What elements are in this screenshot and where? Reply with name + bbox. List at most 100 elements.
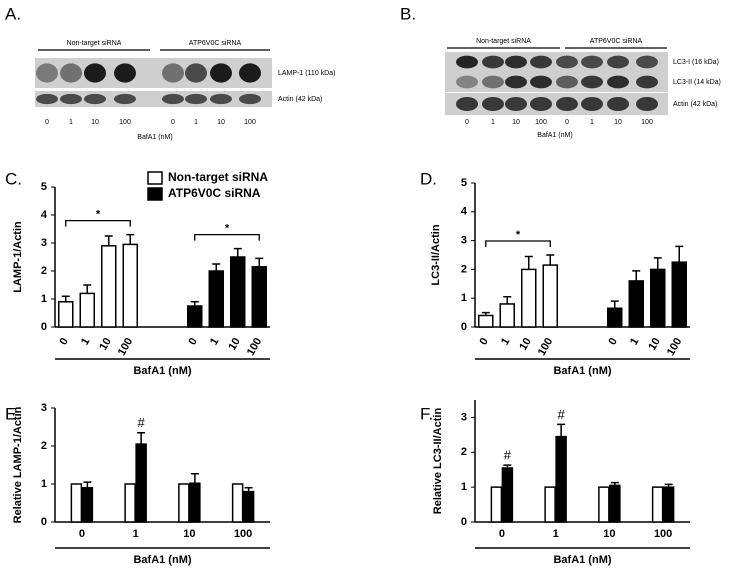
band (60, 63, 82, 83)
error-bar (61, 295, 70, 302)
band (36, 63, 58, 83)
bar (662, 486, 675, 523)
group-label: Non-target siRNA (476, 38, 531, 45)
band (581, 96, 603, 112)
y-tick-label: 2 (41, 265, 47, 277)
x-tick-label: 1 (133, 528, 139, 540)
lane-label: 0 (45, 119, 49, 126)
lane-label: 100 (535, 119, 547, 126)
bar (671, 261, 687, 328)
y-tick-label: 1 (461, 292, 467, 304)
band (185, 63, 207, 83)
band (556, 96, 578, 112)
lane-label: 100 (641, 119, 653, 126)
band (530, 96, 552, 112)
band-label: LAMP-1 (110 kDa) (278, 70, 335, 77)
y-axis-label: LC3-II/Actin (430, 224, 442, 285)
error-bar (524, 255, 533, 270)
lane-label: 0 (171, 119, 175, 126)
band (607, 55, 629, 69)
x-axis-label: BafA1 (nM) (133, 365, 191, 377)
annotation: * (516, 229, 521, 241)
bar (81, 487, 94, 523)
legend-swatch (147, 171, 163, 185)
bar (544, 486, 556, 523)
lane-label: 0 (465, 119, 469, 126)
x-tick-label: 100 (245, 336, 265, 358)
lane-label: 1 (491, 119, 495, 126)
band (114, 93, 136, 105)
error-bar (632, 270, 641, 281)
y-tick-label: 1 (461, 481, 467, 493)
bar (607, 307, 623, 328)
x-tick-label: 10 (97, 336, 114, 353)
band (607, 96, 629, 112)
lane-label: 1 (69, 119, 73, 126)
band (456, 75, 478, 89)
error-bar (190, 472, 199, 484)
significance-bracket (65, 219, 131, 227)
y-tick-label: 0 (41, 321, 47, 333)
annotation: * (96, 209, 101, 221)
x-tick-label: 10 (183, 528, 195, 540)
band (239, 63, 261, 83)
bar (490, 486, 503, 523)
bar (101, 245, 117, 328)
y-axis-label: Relative LAMP-1/Actin (12, 406, 24, 523)
lane-label: 10 (614, 119, 622, 126)
bar (628, 280, 644, 328)
annotation: # (138, 415, 146, 430)
band-label: Actin (42 kDa) (673, 101, 717, 108)
x-tick-label: 10 (603, 528, 615, 540)
y-tick-label: 3 (461, 411, 467, 423)
x-tick-label: 1 (628, 336, 641, 347)
band (607, 75, 629, 89)
error-bar (503, 296, 512, 304)
band-label: LC3-I (16 kDa) (673, 59, 719, 66)
y-tick-label: 3 (41, 237, 47, 249)
band (636, 55, 658, 69)
bar (478, 314, 494, 328)
y-tick-label: 1 (41, 478, 47, 490)
x-tick-label: 10 (226, 336, 243, 353)
x-tick-label: 1 (553, 528, 559, 540)
bar (521, 268, 537, 328)
y-tick-label: 2 (41, 440, 47, 452)
legend-label: ATP6V0C siRNA (168, 186, 261, 200)
y-tick-label: 3 (461, 235, 467, 247)
bar (122, 243, 138, 328)
bar (650, 268, 666, 328)
bar (79, 292, 95, 328)
bar (208, 270, 224, 328)
band (581, 75, 603, 89)
y-tick-label: 4 (461, 206, 468, 218)
band (556, 55, 578, 69)
y-tick-label: 0 (461, 516, 467, 528)
annotation: # (504, 448, 512, 463)
y-tick-label: 4 (41, 209, 48, 221)
error-bar (675, 245, 684, 263)
bar (135, 443, 147, 523)
band (556, 75, 578, 89)
band (456, 55, 478, 69)
x-tick-label: 1 (79, 336, 92, 347)
lane-label: 100 (119, 119, 131, 126)
bar (542, 264, 558, 328)
group-label: Non-target siRNA (67, 40, 122, 47)
x-axis-label: BafA1 (nM) (553, 365, 611, 377)
annotation: # (558, 407, 566, 422)
blot (445, 52, 668, 92)
legend-label: Non-target siRNA (168, 170, 268, 184)
bar (501, 467, 514, 523)
error-bar (104, 235, 113, 246)
x-tick-label: 0 (477, 336, 490, 347)
y-tick-label: 5 (41, 181, 47, 193)
group-label: ATP6V0C siRNA (189, 40, 242, 47)
band-label: LC3-II (14 kDa) (673, 79, 721, 86)
band (84, 93, 106, 105)
bar (58, 301, 74, 328)
band (162, 93, 184, 105)
significance-bracket (485, 240, 551, 247)
y-tick-label: 0 (41, 516, 47, 528)
x-tick-label: 0 (79, 528, 85, 540)
